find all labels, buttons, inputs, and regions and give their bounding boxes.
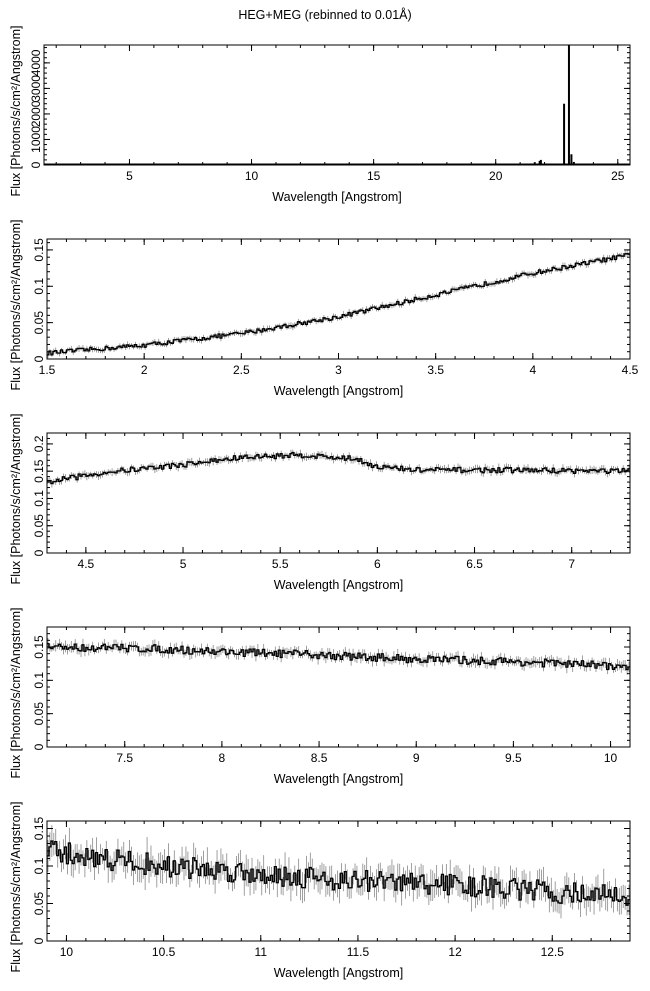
x-tick-label: 12.5 bbox=[541, 945, 565, 959]
plot-frame bbox=[43, 44, 631, 166]
x-tick-label: 3 bbox=[335, 363, 342, 377]
y-axis-label: Flux [Photons/s/cm²/Angstrom] bbox=[9, 414, 23, 585]
x-axis-label: Wavelength [Angstrom] bbox=[274, 966, 403, 980]
x-tick-label: 9.5 bbox=[505, 751, 522, 765]
axes: 10 10.5 11 11.5 12 12.5 0 0.05 0.1 0.15 bbox=[32, 816, 631, 959]
x-tick-label: 2.5 bbox=[233, 363, 250, 377]
chart-panel-4: 7.5 8 8.5 9 9.5 10 0 0.05 0.1 0.15 Wavelength [Ang… bbox=[9, 608, 631, 786]
x-tick-label: 4.5 bbox=[622, 363, 639, 377]
y-tick-label: 0.05 bbox=[32, 702, 46, 726]
y-tick-label: 0.15 bbox=[32, 816, 46, 840]
y-tick-label: 0.15 bbox=[32, 238, 46, 262]
error-bars bbox=[47, 825, 630, 919]
x-tick-label: 5 bbox=[126, 169, 133, 183]
spectrum-histogram bbox=[47, 643, 630, 671]
x-tick-label: 20 bbox=[489, 169, 503, 183]
x-tick-label: 4 bbox=[529, 363, 536, 377]
figure-title: HEG+MEG (rebinned to 0.01Å) bbox=[238, 8, 412, 22]
x-tick-label: 5 bbox=[180, 557, 187, 571]
y-tick-label: 0.1 bbox=[32, 278, 46, 295]
x-tick-label: 25 bbox=[611, 169, 625, 183]
data-series bbox=[44, 45, 630, 165]
spectrum-histogram bbox=[47, 451, 630, 485]
chart-panel-5: 10 10.5 11 11.5 12 12.5 0 0.05 0.1 0.15 Wavelength… bbox=[9, 802, 631, 980]
x-tick-label: 15 bbox=[367, 169, 381, 183]
x-tick-label: 12 bbox=[448, 945, 462, 959]
y-axis-label: Flux [Photons/s/cm²/Angstrom] bbox=[9, 26, 23, 197]
y-tick-label: 0.1 bbox=[32, 672, 46, 689]
y-tick-label: 0.2 bbox=[32, 435, 46, 452]
x-axis-label: Wavelength [Angstrom] bbox=[274, 772, 403, 786]
y-tick-label: 3000 bbox=[29, 75, 43, 102]
y-tick-label: 0 bbox=[29, 161, 43, 168]
error-bars bbox=[47, 449, 630, 488]
y-axis-label: Flux [Photons/s/cm²/Angstrom] bbox=[9, 608, 23, 779]
y-tick-label: 1000 bbox=[29, 126, 43, 153]
x-tick-label: 10 bbox=[245, 169, 259, 183]
y-tick-label: 0.05 bbox=[32, 891, 46, 915]
y-tick-label: 0 bbox=[32, 549, 46, 556]
x-tick-label: 5.5 bbox=[272, 557, 289, 571]
chart-panel-2: 1.5 2 2.5 3 3.5 4 4.5 0 0.05 0.1 0.15 Wavelength [A… bbox=[9, 220, 639, 398]
axes: 4.5 5 5.5 6 6.5 7 0 0.05 0.1 0.15 0.2 bbox=[32, 432, 631, 571]
spectrum-histogram bbox=[47, 840, 630, 906]
x-tick-label: 11.5 bbox=[347, 945, 370, 959]
y-tick-label: 0 bbox=[32, 743, 46, 750]
x-axis-label: Wavelength [Angstrom] bbox=[274, 384, 403, 398]
x-tick-label: 10 bbox=[60, 945, 74, 959]
data-series bbox=[47, 825, 630, 919]
spectrum-histogram bbox=[47, 252, 630, 356]
y-tick-label: 0.1 bbox=[32, 857, 46, 874]
data-series bbox=[47, 638, 630, 675]
y-tick-label: 2000 bbox=[29, 100, 43, 127]
x-tick-label: 9 bbox=[413, 751, 420, 765]
x-tick-label: 4.5 bbox=[78, 557, 95, 571]
y-tick-label: 0.15 bbox=[32, 459, 46, 483]
x-tick-label: 10.5 bbox=[152, 945, 176, 959]
x-tick-label: 2 bbox=[141, 363, 148, 377]
x-tick-label: 7 bbox=[568, 557, 575, 571]
axes: 7.5 8 8.5 9 9.5 10 0 0.05 0.1 0.15 bbox=[32, 626, 631, 765]
y-tick-label: 0.05 bbox=[32, 311, 46, 335]
x-tick-label: 6 bbox=[374, 557, 381, 571]
error-bars bbox=[47, 250, 630, 359]
plot-frame bbox=[46, 626, 631, 748]
y-tick-label: 0.1 bbox=[32, 490, 46, 507]
data-series bbox=[47, 449, 630, 488]
y-tick-label: 0 bbox=[32, 937, 46, 944]
y-axis-label: Flux [Photons/s/cm²/Angstrom] bbox=[9, 220, 23, 391]
chart-panel-3: 4.5 5 5.5 6 6.5 7 0 0.05 0.1 0.15 0.2 Wavelength [A… bbox=[9, 414, 631, 592]
y-tick-label: 0 bbox=[32, 355, 46, 362]
plot-frame bbox=[46, 432, 631, 554]
x-tick-label: 7.5 bbox=[116, 751, 133, 765]
plot-frame bbox=[46, 238, 631, 360]
x-tick-label: 3.5 bbox=[427, 363, 444, 377]
x-tick-label: 8 bbox=[219, 751, 226, 765]
x-axis-label: Wavelength [Angstrom] bbox=[274, 578, 403, 592]
x-tick-label: 10 bbox=[604, 751, 618, 765]
x-tick-label: 11 bbox=[255, 945, 268, 959]
x-axis-label: Wavelength [Angstrom] bbox=[272, 190, 401, 204]
y-tick-label: 4000 bbox=[29, 49, 43, 76]
y-tick-label: 0.15 bbox=[32, 635, 46, 659]
y-axis-label: Flux [Photons/s/cm²/Angstrom] bbox=[9, 802, 23, 973]
y-tick-label: 0.05 bbox=[32, 514, 46, 538]
axes: 1.5 2 2.5 3 3.5 4 4.5 0 0.05 0.1 0.15 bbox=[32, 238, 639, 377]
plot-frame bbox=[46, 820, 631, 942]
x-tick-label: 8.5 bbox=[311, 751, 328, 765]
x-tick-label: 1.5 bbox=[39, 363, 56, 377]
data-series bbox=[47, 250, 630, 359]
x-tick-label: 6.5 bbox=[466, 557, 483, 571]
